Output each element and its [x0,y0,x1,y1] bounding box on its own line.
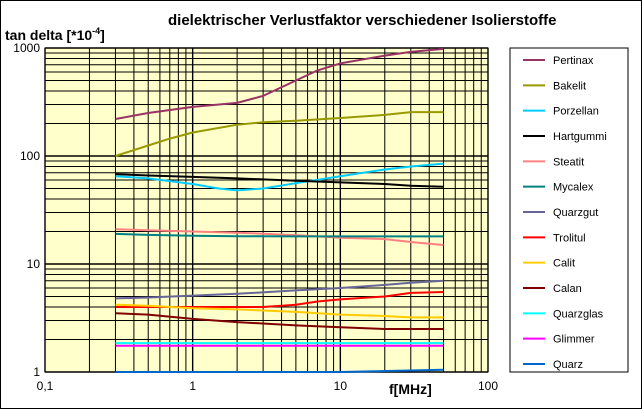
minor-gridlines [45,48,488,372]
series-line-hartgummi [115,173,444,188]
series-line-mycalex [115,232,444,238]
legend-label-bakelit: Bakelit [553,80,586,92]
series-layer [115,47,444,373]
legend-label-calit: Calit [553,258,575,270]
series-line-quarz [115,368,444,373]
legend-label-trolitul: Trolitul [553,232,586,244]
x-tick-label: 10 [334,379,348,393]
y-tick-label: 1 [33,365,40,379]
legend-label-hartgummi: Hartgummi [553,131,607,143]
y-tick-label: 1000 [13,41,40,55]
legend-label-steatit: Steatit [553,156,584,168]
x-tick-label: 1 [189,379,196,393]
legend-label-mycalex: Mycalex [553,182,594,194]
y-axis-label: tan delta [*10-4] [5,26,105,43]
legend-items: Pertinax Bakelit Porzellan Hartgummi Steatit… [523,55,607,371]
legend-label-quarzglas: Quarzglas [553,308,604,320]
series-line-steatit [115,228,444,246]
x-tick-label: 100 [478,379,498,393]
chart-title: dielektrischer Verlustfaktor verschieden… [168,12,557,29]
series-line-calan [115,312,444,330]
legend-label-quarzgut: Quarzgut [553,207,598,219]
series-line-porzellan [115,162,444,192]
legend-label-calan: Calan [553,283,582,295]
series-line-quarzgut [115,279,444,300]
legend-label-porzellan: Porzellan [553,106,599,118]
x-axis-label: f[MHz] [389,381,432,397]
legend [509,47,629,373]
legend-label-quarz: Quarz [553,359,583,371]
series-line-bakelit [115,111,444,157]
y-tick-label: 10 [27,257,41,271]
x-tick-label: 0,1 [37,379,54,393]
legend-label-pertinax: Pertinax [553,55,594,67]
y-tick-label: 100 [20,149,40,163]
series-line-calit [115,303,444,319]
legend-label-glimmer: Glimmer [553,334,595,346]
series-line-pertinax [115,47,444,120]
